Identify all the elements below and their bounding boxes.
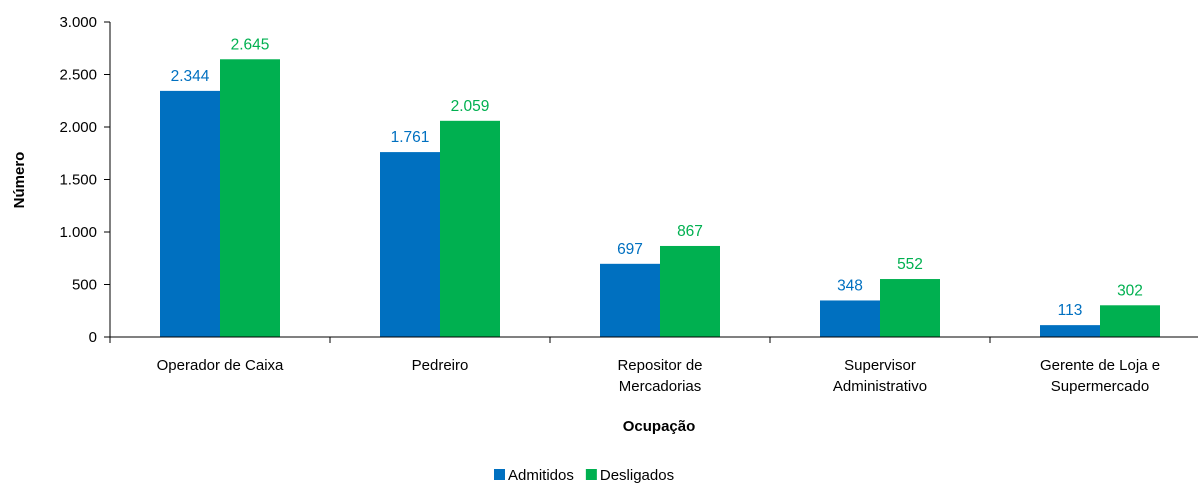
- x-category-label: Gerente de Loja e: [1040, 357, 1160, 374]
- data-label-desligados-1: 2.059: [451, 98, 490, 115]
- y-tick-label: 1.000: [59, 224, 97, 241]
- x-category-label: Administrativo: [833, 378, 927, 395]
- data-label-desligados-2: 867: [677, 223, 703, 240]
- legend-swatch-desligados: [585, 469, 597, 480]
- y-tick-label: 1.500: [59, 172, 97, 189]
- bar-desligados-2: [660, 245, 720, 337]
- legend-swatch-admitidos: [494, 469, 505, 480]
- data-label-desligados-4: 302: [1117, 282, 1143, 299]
- bars-group: [160, 59, 1160, 338]
- bar-admitidos-2: [600, 263, 660, 337]
- y-tick-label: 2.500: [59, 67, 97, 84]
- bar-admitidos-3: [820, 300, 880, 337]
- data-label-admitidos-4: 113: [1058, 302, 1083, 319]
- y-tick-label: 0: [89, 329, 97, 346]
- legend-label-desligados: Desligados: [600, 467, 674, 484]
- x-category-label: Supervisor: [844, 357, 916, 374]
- x-category-label: Operador de Caixa: [157, 357, 284, 374]
- data-labels-group: 2.344 2.645 1.761 2.059 697 867 348 552 113 302: [171, 36, 1143, 319]
- x-categories-group: Operador de Caixa Pedreiro Repositor de Mer…: [109, 337, 1160, 395]
- data-label-admitidos-3: 348: [837, 277, 863, 294]
- bar-admitidos-1: [380, 152, 440, 337]
- y-tick-label: 500: [72, 277, 97, 294]
- bar-desligados-3: [880, 279, 940, 337]
- legend: Admitidos Desligados: [494, 467, 674, 484]
- bar-desligados-0: [220, 59, 280, 338]
- x-category-label: Pedreiro: [412, 357, 469, 374]
- data-label-desligados-0: 2.645: [231, 36, 270, 53]
- data-label-admitidos-2: 697: [617, 241, 643, 258]
- bar-admitidos-4: [1040, 325, 1100, 337]
- data-label-admitidos-0: 2.344: [171, 68, 210, 85]
- data-label-admitidos-1: 1.761: [391, 129, 430, 146]
- legend-label-admitidos: Admitidos: [508, 467, 574, 484]
- bar-admitidos-0: [160, 90, 220, 337]
- y-ticks-group: 0 500 1.000 1.500 2.000 2.500 3.000: [59, 14, 110, 346]
- bar-desligados-1: [440, 120, 500, 338]
- x-category-label: Repositor de: [617, 357, 702, 374]
- x-axis-title: Ocupação: [623, 418, 696, 435]
- y-tick-label: 2.000: [59, 119, 97, 136]
- y-axis-title: Número: [11, 152, 28, 209]
- x-category-label: Supermercado: [1051, 378, 1149, 395]
- data-label-desligados-3: 552: [897, 256, 923, 273]
- bar-desligados-4: [1100, 305, 1160, 337]
- y-tick-label: 3.000: [59, 14, 97, 31]
- x-category-label: Mercadorias: [619, 378, 702, 395]
